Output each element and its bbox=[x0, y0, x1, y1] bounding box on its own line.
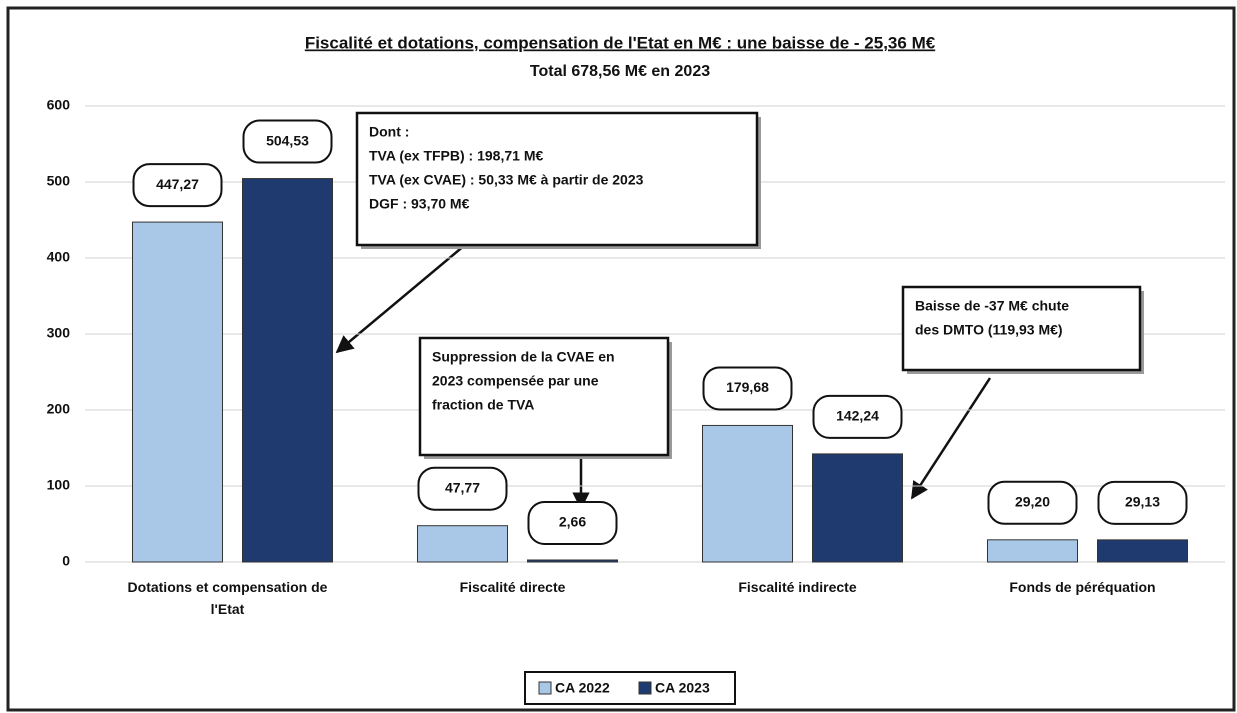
x-tick-label: Dotations et compensation de l'Etat bbox=[128, 579, 328, 617]
x-tick-label: Fiscalité indirecte bbox=[738, 579, 856, 595]
legend-label: CA 2023 bbox=[655, 680, 710, 696]
y-tick-label: 400 bbox=[47, 249, 71, 265]
value-label-box bbox=[242, 119, 333, 164]
value-label-box bbox=[132, 163, 223, 208]
bar bbox=[527, 559, 618, 563]
y-tick-label: 200 bbox=[47, 401, 71, 417]
annotation-text: 2023 compensée par une bbox=[432, 373, 599, 389]
value-label-box bbox=[812, 394, 903, 439]
legend-swatch bbox=[538, 681, 552, 695]
bar bbox=[1097, 539, 1188, 563]
y-tick-label: 100 bbox=[47, 477, 71, 493]
annotation-text: TVA (ex CVAE) : 50,33 M€ à partir de 202… bbox=[369, 172, 644, 188]
annotation-text: TVA (ex TFPB) : 198,71 M€ bbox=[369, 148, 543, 164]
value-label-box bbox=[417, 466, 508, 511]
value-label-box bbox=[702, 366, 793, 411]
bar bbox=[987, 539, 1078, 563]
value-label: 504,53 bbox=[266, 132, 309, 148]
annotation-text: Baisse de -37 M€ chute bbox=[915, 298, 1069, 314]
value-label-box bbox=[987, 480, 1078, 525]
y-tick-label: 300 bbox=[47, 325, 71, 341]
bar bbox=[132, 221, 223, 563]
y-tick-label: 500 bbox=[47, 173, 71, 189]
bar bbox=[812, 453, 903, 563]
annotation-text: Suppression de la CVAE en bbox=[432, 349, 615, 365]
annotation-box bbox=[355, 111, 759, 247]
value-label: 2,66 bbox=[559, 514, 586, 530]
annotation-box bbox=[418, 336, 670, 457]
bar bbox=[242, 178, 333, 563]
legend-swatch bbox=[638, 681, 652, 695]
arrow bbox=[910, 377, 992, 500]
annotation-text: fraction de TVA bbox=[432, 397, 534, 413]
value-label: 142,24 bbox=[836, 408, 879, 424]
x-tick-label: Fonds de péréquation bbox=[1009, 579, 1155, 595]
chart-title: Fiscalité et dotations, compensation de … bbox=[305, 33, 936, 52]
y-tick-label: 0 bbox=[62, 553, 70, 569]
value-label: 447,27 bbox=[156, 176, 199, 192]
annotation-text: Dont : bbox=[369, 124, 409, 140]
value-label-box bbox=[527, 500, 618, 545]
annotation-text: DGF : 93,70 M€ bbox=[369, 196, 470, 212]
legend-label: CA 2022 bbox=[555, 680, 610, 696]
x-tick-label: Fiscalité directe bbox=[460, 579, 566, 595]
value-label: 179,68 bbox=[726, 379, 769, 395]
bar bbox=[417, 525, 508, 563]
chart-subtitle: Total 678,56 M€ en 2023 bbox=[530, 63, 710, 80]
annotation-text: des DMTO (119,93 M€) bbox=[915, 322, 1063, 338]
value-label: 29,13 bbox=[1125, 494, 1160, 510]
value-label: 47,77 bbox=[445, 479, 480, 495]
legend-box bbox=[524, 671, 736, 705]
value-label-box bbox=[1097, 480, 1188, 525]
y-tick-label: 600 bbox=[47, 97, 71, 113]
bar bbox=[702, 424, 793, 563]
annotation-box bbox=[901, 285, 1142, 372]
value-label: 29,20 bbox=[1015, 494, 1050, 510]
